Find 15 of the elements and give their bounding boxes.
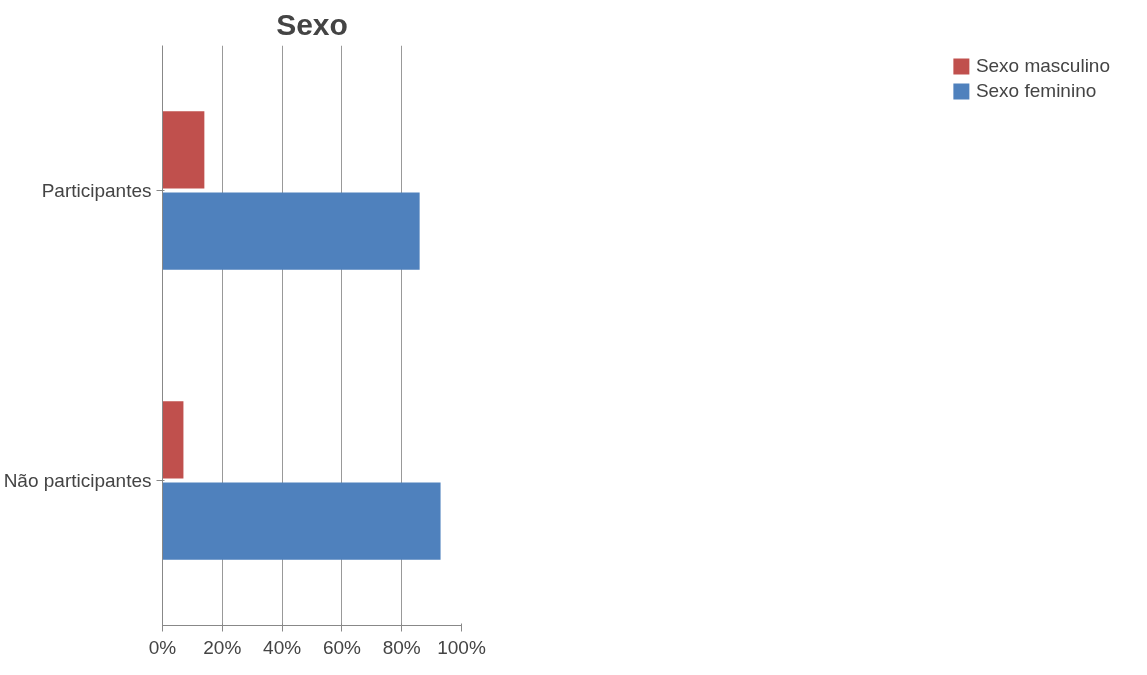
chart-title: Sexo bbox=[276, 7, 348, 41]
y-tick-label: Não participantes bbox=[3, 470, 152, 491]
bar bbox=[162, 192, 420, 270]
bar bbox=[162, 111, 205, 189]
x-tick-label: 80% bbox=[382, 636, 421, 658]
x-tick-label: 100% bbox=[437, 636, 486, 658]
x-tick-label: 40% bbox=[263, 636, 302, 658]
x-tick-label: 0% bbox=[148, 636, 177, 658]
legend-label: Sexo feminino bbox=[975, 80, 1097, 102]
legend-label: Sexo masculino bbox=[975, 55, 1110, 77]
x-tick-label: 60% bbox=[322, 636, 362, 658]
bar bbox=[162, 401, 184, 479]
y-tick-label: Participantes bbox=[41, 180, 152, 201]
bar bbox=[162, 482, 441, 560]
x-tick-label: 20% bbox=[203, 636, 242, 658]
